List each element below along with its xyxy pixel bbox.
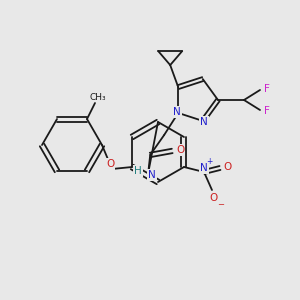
Text: N: N: [200, 117, 208, 127]
Text: +: +: [206, 158, 212, 166]
Text: O: O: [224, 162, 232, 172]
Text: N: N: [200, 163, 208, 173]
Text: F: F: [264, 84, 270, 94]
Text: F: F: [264, 106, 270, 116]
Text: H: H: [134, 166, 142, 176]
Text: N: N: [148, 170, 156, 180]
Text: CH₃: CH₃: [90, 92, 106, 101]
Text: −: −: [218, 200, 224, 209]
Text: O: O: [210, 193, 218, 203]
Text: N: N: [173, 107, 181, 117]
Text: O: O: [106, 159, 114, 169]
Text: O: O: [176, 145, 184, 155]
